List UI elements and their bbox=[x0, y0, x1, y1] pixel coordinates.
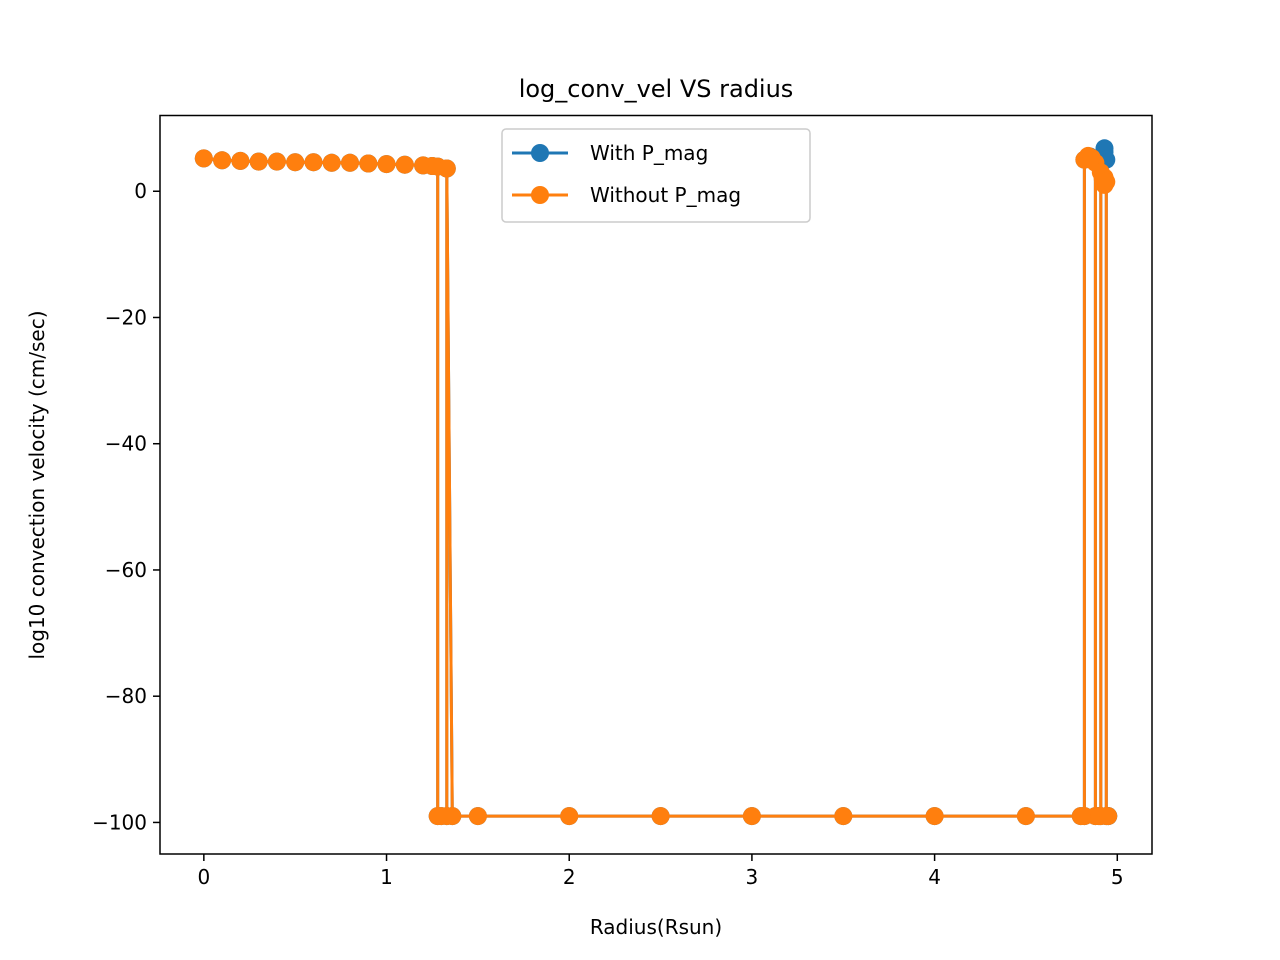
legend-label: With P_mag bbox=[590, 141, 708, 165]
data-point bbox=[231, 151, 250, 170]
y-tick-label: −80 bbox=[105, 684, 147, 708]
series-layer bbox=[194, 139, 1118, 826]
data-point bbox=[286, 153, 305, 172]
data-point bbox=[1016, 807, 1035, 826]
data-point bbox=[359, 154, 378, 173]
data-point bbox=[377, 155, 396, 174]
data-point bbox=[651, 807, 670, 826]
data-point bbox=[443, 807, 462, 826]
axes-layer: 0 1 2 3 4 5 0 −20 −40 −60 −80 −100 bbox=[92, 179, 1124, 889]
legend: With P_mag Without P_mag bbox=[501, 128, 811, 223]
data-point bbox=[395, 155, 414, 174]
y-tick-label: −40 bbox=[105, 432, 147, 456]
x-tick-label: 4 bbox=[928, 865, 941, 889]
data-point bbox=[194, 149, 213, 168]
data-point bbox=[1099, 807, 1118, 826]
legend-swatch-marker bbox=[531, 144, 549, 162]
x-tick-label: 5 bbox=[1111, 865, 1124, 889]
y-tick-label: −20 bbox=[105, 305, 147, 329]
series-1 bbox=[194, 146, 1118, 826]
legend-swatch-marker bbox=[531, 186, 549, 204]
y-tick-label: −60 bbox=[105, 558, 147, 582]
x-tick-label: 0 bbox=[197, 865, 210, 889]
chart-title: log_conv_vel VS radius bbox=[519, 75, 794, 103]
data-point bbox=[468, 807, 487, 826]
data-point bbox=[1097, 172, 1116, 191]
data-point bbox=[560, 807, 579, 826]
data-point bbox=[925, 807, 944, 826]
data-point bbox=[249, 152, 268, 171]
y-tick-label: −100 bbox=[92, 810, 147, 834]
y-axis-label: log10 convection velocity (cm/sec) bbox=[25, 310, 49, 659]
data-point bbox=[322, 153, 341, 172]
y-tick-label: 0 bbox=[134, 179, 147, 203]
data-point bbox=[437, 159, 456, 178]
legend-frame bbox=[501, 128, 811, 223]
x-axis-label: Radius(Rsun) bbox=[590, 915, 722, 939]
data-point bbox=[267, 152, 286, 171]
x-tick-label: 3 bbox=[746, 865, 759, 889]
data-point bbox=[834, 807, 853, 826]
data-point bbox=[213, 151, 232, 170]
data-point bbox=[341, 153, 359, 172]
data-point bbox=[304, 153, 323, 172]
plot-frame bbox=[159, 114, 1153, 855]
plot-area bbox=[160, 115, 1152, 854]
x-tick-label: 2 bbox=[563, 865, 576, 889]
data-point bbox=[742, 807, 761, 826]
legend-label: Without P_mag bbox=[590, 183, 741, 207]
x-tick-label: 1 bbox=[380, 865, 393, 889]
